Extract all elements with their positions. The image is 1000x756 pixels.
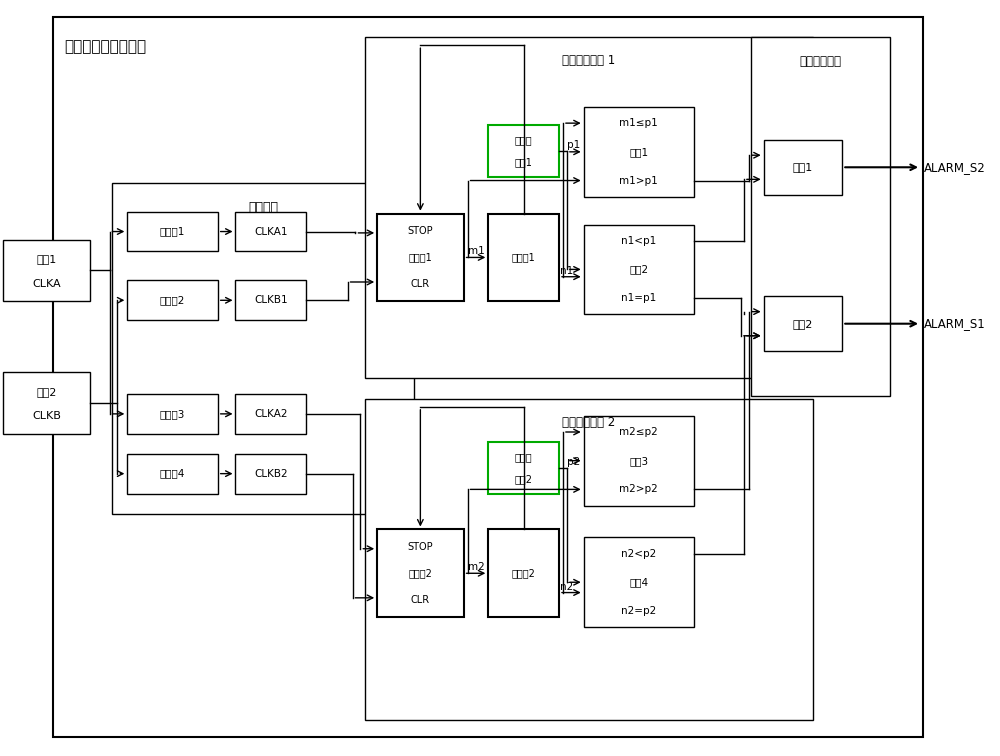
Text: CLR: CLR (411, 594, 430, 605)
Text: 计数器1: 计数器1 (408, 253, 432, 262)
Text: m1≤p1: m1≤p1 (619, 118, 658, 128)
Text: 比较1: 比较1 (629, 147, 648, 156)
Text: 比较4: 比较4 (629, 578, 648, 587)
Bar (488, 529, 559, 617)
Text: 频率判别模块 1: 频率判别模块 1 (562, 54, 616, 67)
Bar (377, 214, 464, 302)
Text: CLKA: CLKA (32, 279, 61, 289)
Text: p1: p1 (567, 140, 580, 150)
Text: CLR: CLR (411, 279, 430, 289)
Bar (584, 107, 694, 197)
Bar (488, 125, 559, 177)
Bar (127, 212, 218, 252)
Text: m1>p1: m1>p1 (619, 175, 658, 185)
Text: 存器2: 存器2 (515, 474, 533, 484)
Bar (127, 454, 218, 494)
Text: m2>p2: m2>p2 (619, 485, 658, 494)
Text: 晋振时钟互检测模块: 晋振时钟互检测模块 (64, 39, 146, 54)
Bar (3, 240, 90, 302)
Bar (53, 17, 923, 736)
Text: CLKA2: CLKA2 (254, 409, 288, 419)
Text: 与门2: 与门2 (793, 319, 813, 329)
Text: 分频器3: 分频器3 (160, 409, 185, 419)
Text: m2≤p2: m2≤p2 (619, 427, 658, 437)
Bar (764, 140, 842, 195)
Text: 计数器2: 计数器2 (408, 569, 432, 578)
Bar (235, 212, 306, 252)
Bar (488, 442, 559, 494)
Text: 报警判别模块: 报警判别模块 (800, 55, 842, 68)
Text: STOP: STOP (408, 542, 433, 552)
Bar (751, 37, 890, 396)
Text: STOP: STOP (408, 226, 433, 236)
Text: 预置寄: 预置寄 (515, 135, 532, 145)
Text: n2<p2: n2<p2 (621, 549, 656, 559)
Text: n2: n2 (560, 581, 574, 592)
Text: m1: m1 (468, 246, 484, 256)
Text: 晋振2: 晋振2 (36, 387, 57, 397)
Text: n2=p2: n2=p2 (621, 606, 656, 616)
Text: CLKB1: CLKB1 (254, 296, 288, 305)
Text: 比较2: 比较2 (629, 265, 648, 274)
Bar (764, 296, 842, 351)
Text: 分频器4: 分频器4 (160, 469, 185, 479)
Text: n1=p1: n1=p1 (621, 293, 656, 303)
Text: n1: n1 (560, 266, 574, 276)
Text: 频率判别模块 2: 频率判别模块 2 (562, 416, 616, 429)
Bar (365, 399, 813, 720)
Text: 触发器2: 触发器2 (512, 569, 536, 578)
Bar (377, 529, 464, 617)
Bar (235, 454, 306, 494)
Text: 与门1: 与门1 (793, 163, 813, 172)
Text: 比较3: 比较3 (629, 456, 648, 466)
Bar (584, 225, 694, 314)
Text: m2: m2 (468, 562, 484, 572)
Bar (584, 416, 694, 506)
Bar (3, 372, 90, 434)
Text: ALARM_S1: ALARM_S1 (924, 318, 986, 330)
Text: p2: p2 (567, 457, 580, 466)
Text: CLKB: CLKB (32, 411, 61, 422)
Text: 触发器1: 触发器1 (512, 253, 536, 262)
Text: 分频器2: 分频器2 (160, 296, 185, 305)
Text: 分频模块: 分频模块 (248, 200, 278, 214)
Bar (488, 214, 559, 302)
Bar (127, 394, 218, 434)
Text: CLKA1: CLKA1 (254, 227, 288, 237)
Text: n1<p1: n1<p1 (621, 236, 656, 246)
Text: CLKB2: CLKB2 (254, 469, 288, 479)
Bar (112, 183, 414, 513)
Bar (235, 394, 306, 434)
Text: 预置寄: 预置寄 (515, 452, 532, 463)
Text: 存器1: 存器1 (515, 157, 533, 167)
Bar (127, 280, 218, 321)
Bar (584, 538, 694, 627)
Bar (365, 37, 813, 378)
Bar (235, 280, 306, 321)
Text: 分频器1: 分频器1 (160, 227, 185, 237)
Text: 晋振1: 晋振1 (37, 254, 57, 265)
Text: ALARM_S2: ALARM_S2 (924, 161, 986, 174)
